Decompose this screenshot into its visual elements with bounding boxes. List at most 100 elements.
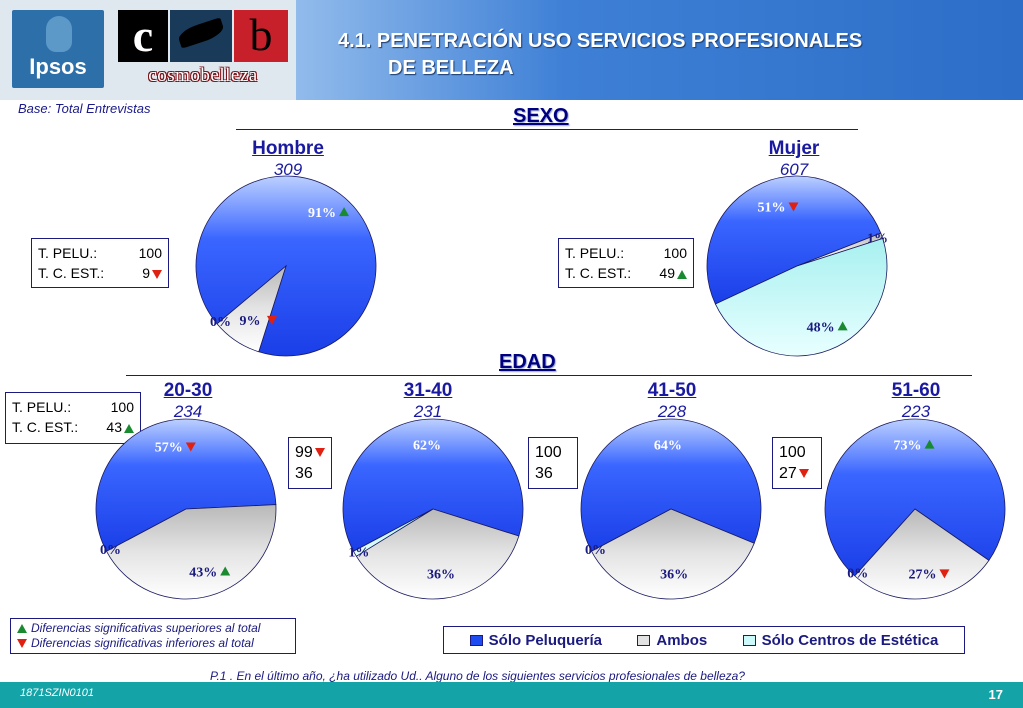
down-arrow-icon — [788, 202, 799, 212]
group-31-40: 31-40 231 — [368, 380, 488, 422]
section-title-sexo: SEXO — [513, 105, 569, 127]
pie-chart: 64% 36% 0% — [580, 418, 762, 600]
group-label: 51-60 — [891, 380, 941, 401]
header-banner: Ipsos c b cosmobelleza 4.1. PENETRACIÓN … — [0, 0, 1023, 100]
slice-ambos — [105, 504, 277, 600]
logo-panel: Ipsos c b cosmobelleza — [0, 0, 296, 100]
t-pelu-label: T. PELU.: — [565, 245, 625, 261]
face-icon — [46, 16, 72, 52]
totals-box-51-60: 100 27 — [772, 437, 822, 489]
group-base: 223 — [901, 402, 931, 421]
cosmobelleza-logo: c b cosmobelleza — [118, 10, 288, 88]
data-label: 36% — [427, 567, 455, 582]
cosmobelleza-logo-letter-b: b — [234, 10, 288, 62]
base-note: Base: Total Entrevistas — [18, 101, 151, 116]
slice-peluqueria — [95, 418, 277, 552]
data-label: 62% — [413, 438, 441, 453]
down-arrow-icon — [314, 448, 325, 458]
legend-label: Sólo Centros de Estética — [761, 631, 939, 649]
up-arrow-icon — [837, 321, 848, 331]
page-number: 17 — [988, 687, 1003, 702]
group-base: 309 — [273, 160, 303, 179]
t-pelu-value: 100 — [138, 245, 162, 261]
legend-item-peluqueria: Sólo Peluquería — [469, 632, 602, 649]
legend-item-centros: Sólo Centros de Estética — [742, 631, 939, 649]
note-up: Diferencias significativas superiores al… — [31, 621, 261, 635]
data-label: 0% — [210, 315, 231, 330]
up-arrow-icon — [339, 207, 350, 217]
significance-legend: Diferencias significativas superiores al… — [10, 618, 296, 654]
down-arrow-icon — [17, 639, 27, 649]
slice-peluqueria — [824, 418, 1006, 577]
pie-chart: 51%1%48% — [706, 175, 888, 357]
data-label: 0% — [100, 543, 121, 558]
t-cest-value: 9 — [142, 265, 150, 281]
ipsos-logo: Ipsos — [12, 10, 104, 88]
totals-box-20-30: T. PELU.: 100 T. C. EST.: 43 — [5, 392, 141, 444]
ipsos-logo-text: Ipsos — [29, 54, 87, 79]
group-mujer: Mujer 607 — [734, 138, 854, 180]
down-arrow-icon — [185, 442, 196, 452]
down-arrow-icon — [266, 315, 277, 325]
question-text: P.1 . En el último año, ¿ha utilizado Ud… — [210, 669, 745, 683]
pie-chart: 91% 9% 0% — [195, 175, 377, 357]
chart-legend: Sólo Peluquería Ambos Sólo Centros de Es… — [443, 626, 965, 654]
t-cest-value: 36 — [295, 465, 313, 482]
group-hombre: Hombre 309 — [228, 138, 348, 180]
up-arrow-icon — [17, 624, 27, 634]
slice-peluqueria — [706, 175, 882, 305]
data-label: 91% — [308, 206, 336, 221]
slice-ambos — [854, 508, 990, 600]
pie-chart: 57% 43% 0% — [95, 418, 277, 600]
t-cest-value: 36 — [535, 465, 553, 482]
group-label: Hombre — [252, 138, 324, 159]
group-base: 231 — [413, 402, 443, 421]
page-title: 4.1. PENETRACIÓN USO SERVICIOS PROFESION… — [338, 28, 862, 82]
group-label: 20-30 — [163, 380, 213, 401]
cosmobelleza-logo-word: cosmobelleza — [148, 65, 258, 86]
t-pelu-label: T. PELU.: — [12, 399, 72, 415]
pie-chart: 73% 27% 0% — [824, 418, 1006, 600]
data-label: 1% — [348, 546, 369, 561]
down-arrow-icon — [798, 469, 809, 479]
legend-item-ambos: Ambos — [637, 632, 707, 649]
down-arrow-icon — [152, 269, 162, 279]
page-title-line1: 4.1. PENETRACIÓN USO SERVICIOS PROFESION… — [338, 30, 863, 52]
up-arrow-icon — [677, 269, 687, 279]
t-pelu-value: 100 — [110, 399, 134, 415]
footer-code: 1871SZIN0101 — [20, 687, 94, 699]
note-down: Diferencias significativas inferiores al… — [31, 636, 254, 650]
brush-stroke-icon — [170, 10, 232, 62]
legend-swatch — [637, 635, 651, 647]
page-title-line2: DE BELLEZA — [388, 57, 514, 79]
totals-box-mujer: T. PELU.: 100 T. C. EST.: 49 — [558, 238, 694, 288]
group-41-50: 41-50 228 — [612, 380, 732, 422]
totals-box-hombre: T. PELU.: 100 T. C. EST.: 9 — [31, 238, 169, 288]
group-51-60: 51-60 223 — [856, 380, 976, 422]
legend-label: Ambos — [656, 631, 708, 649]
slice-peluqueria — [342, 418, 524, 552]
t-cest-value: 27 — [779, 465, 797, 482]
data-label: 43% — [189, 565, 217, 580]
slice-ambos — [216, 264, 287, 353]
data-label: 57% — [155, 441, 183, 456]
t-pelu-value: 100 — [663, 245, 687, 261]
slice-ambos — [590, 508, 755, 600]
data-label: 9% — [239, 314, 260, 329]
t-pelu-value: 100 — [535, 444, 562, 461]
totals-box-41-50: 100 36 — [528, 437, 578, 489]
slice-centros — [352, 508, 434, 557]
data-label: 64% — [654, 438, 682, 453]
slice-peluqueria — [580, 418, 762, 552]
group-base: 228 — [657, 402, 687, 421]
section-rule-sexo — [236, 129, 858, 130]
data-label: 36% — [660, 568, 688, 583]
up-arrow-icon — [124, 423, 134, 433]
cosmobelleza-logo-letter-c: c — [118, 10, 168, 62]
t-pelu-value: 100 — [779, 444, 806, 461]
t-pelu-label: T. PELU.: — [38, 245, 98, 261]
data-label: 27% — [908, 567, 936, 582]
legend-swatch — [469, 635, 483, 647]
down-arrow-icon — [939, 569, 950, 579]
